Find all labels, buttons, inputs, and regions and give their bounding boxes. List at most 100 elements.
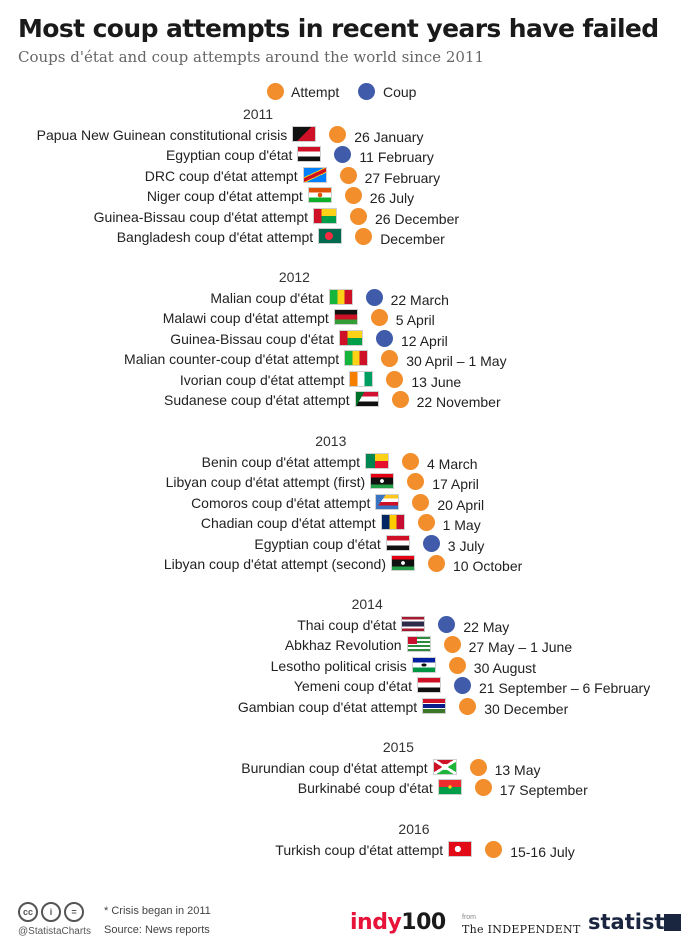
event-row: Sudanese coup d'état attempt 22 November (0, 391, 700, 411)
event-name: Lesotho political crisis (270, 657, 407, 674)
event-date: 26 July (369, 190, 415, 207)
event-attempt-dot (350, 207, 367, 225)
legend-coup-dot (358, 83, 375, 100)
cc-license-icons: cc i = (18, 902, 87, 922)
egypt-flag-icon (386, 535, 409, 550)
event-attempt-dot (417, 514, 435, 532)
event-date: 4 March (427, 456, 478, 472)
event-date: 22 March (390, 292, 449, 308)
event-date: 30 April – 1 May (406, 353, 507, 370)
event-attempt-dot (459, 697, 477, 715)
equals-icon: = (64, 902, 84, 922)
legend: Attempt Coup (0, 82, 700, 104)
event-attempt-dot (412, 493, 430, 511)
event-row: Libyan coup d'état attempt (first) 17 Apr… (0, 473, 700, 493)
event-name: Egyptian coup d'état (165, 147, 293, 164)
mali-flag-icon (329, 290, 352, 304)
event-name: Comoros coup d'état attempt (191, 494, 371, 511)
event-row: Niger coup d'état attempt 26 July (0, 187, 700, 207)
event-date: 1 May (442, 517, 481, 534)
event-date: 12 April (401, 332, 448, 349)
event-date: December (380, 231, 445, 247)
year-heading-2015: 2015 (382, 739, 414, 755)
indy100-logo: indy100 (350, 910, 446, 935)
event-row: DRC coup d'état attempt 27 February (0, 166, 700, 187)
event-date: 22 May (463, 619, 510, 635)
event-attempt-dot (474, 779, 492, 797)
guinea-bissau-flag-icon (314, 208, 336, 223)
event-attempt-dot (329, 126, 347, 143)
event-coup-dot (376, 329, 393, 347)
event-row: Malawi coup d'état attempt 5 April (0, 309, 700, 329)
bangladesh-flag-icon (319, 229, 342, 243)
event-row: Thai coup d'état 22 May (0, 616, 700, 636)
event-attempt-dot (339, 166, 357, 184)
event-coup-dot (334, 146, 352, 164)
event-row: Burundian coup d'état attempt 13 May (0, 759, 700, 779)
event-name: Niger coup d'état attempt (146, 188, 303, 205)
event-date: 3 July (447, 537, 485, 554)
gambia-flag-icon (423, 698, 446, 713)
event-name: DRC coup d'état attempt (144, 167, 298, 184)
event-attempt-dot (344, 187, 362, 205)
event-name: Libyan coup d'état attempt (second) (163, 556, 386, 572)
event-attempt-dot (355, 228, 373, 245)
event-date: 30 December (484, 700, 569, 717)
statista-logo-mark (664, 914, 681, 931)
page-subtitle: Coups d'état and coup attempts around th… (18, 48, 484, 66)
event-date: 5 April (395, 312, 435, 329)
lesotho-flag-icon (412, 657, 435, 672)
event-attempt-dot (428, 555, 445, 572)
event-date: 11 February (359, 149, 434, 166)
event-date: 13 May (494, 762, 541, 778)
event-date: 17 September (499, 782, 588, 799)
event-coup-dot (365, 289, 383, 306)
event-row: Yemeni coup d'état 21 September – 6 Febru… (0, 677, 700, 697)
egypt-flag-icon (298, 147, 321, 162)
event-row: Ivorian coup d'état attempt 13 June (0, 370, 700, 391)
event-row: Burkinabé coup d'état 17 September (0, 779, 700, 799)
event-name: Guinea-Bissau coup d'état attempt (93, 208, 308, 225)
event-row: Egyptian coup d'état 11 February (0, 146, 700, 166)
event-row: Turkish coup d'état attempt 15-16 July (0, 841, 700, 861)
event-name: Ivorian coup d'état attempt (179, 371, 345, 388)
event-coup-dot (422, 534, 440, 552)
event-attempt-dot (386, 370, 404, 388)
event-row: Malian counter-coup d'état attempt 30 Apr… (0, 350, 700, 370)
year-heading-2016: 2016 (398, 821, 430, 837)
event-date: 30 August (473, 659, 537, 676)
drc-flag-icon (303, 167, 326, 182)
event-row: Benin coup d'état attempt 4 March (0, 453, 700, 473)
guinea-bissau-flag-icon (340, 330, 362, 345)
event-date: 17 April (432, 476, 479, 493)
event-attempt-dot (370, 309, 388, 327)
event-name: Guinea-Bissau coup d'état (170, 330, 334, 347)
event-row: Lesotho political crisis 30 August (0, 656, 700, 677)
burundi-flag-icon (433, 760, 456, 774)
event-row: Malian coup d'état 22 March (0, 289, 700, 309)
event-row: Guinea-Bissau coup d'état 12 April (0, 329, 700, 350)
event-attempt-dot (485, 841, 503, 858)
event-row: Chadian coup d'état attempt 1 May (0, 514, 700, 534)
independent-logo: The INDEPENDENT (462, 923, 581, 936)
mali-flag-icon (345, 351, 368, 366)
event-coup-dot (438, 616, 456, 633)
burkina-faso-flag-icon (438, 780, 461, 795)
event-name: Sudanese coup d'état attempt (164, 392, 350, 408)
event-row: Libyan coup d'état attempt (second) 10 Oc… (0, 555, 700, 575)
event-date: 22 November (416, 394, 501, 410)
event-attempt-dot (469, 759, 487, 776)
statista-logo: statista (588, 910, 679, 934)
event-row: Gambian coup d'état attempt 30 December (0, 697, 700, 718)
event-name: Bangladesh coup d'état attempt (116, 229, 314, 245)
event-attempt-dot (381, 350, 399, 368)
event-date: 26 January (354, 129, 424, 145)
event-name: Malawi coup d'état attempt (162, 310, 329, 327)
png-flag-icon (293, 127, 316, 141)
event-date: 10 October (453, 558, 523, 574)
legend-attempt-dot (267, 83, 284, 100)
niger-flag-icon (308, 188, 331, 203)
event-name: Thai coup d'état (297, 617, 397, 633)
year-heading-2013: 2013 (315, 433, 347, 449)
event-row: Comoros coup d'état attempt 20 April (0, 493, 700, 514)
